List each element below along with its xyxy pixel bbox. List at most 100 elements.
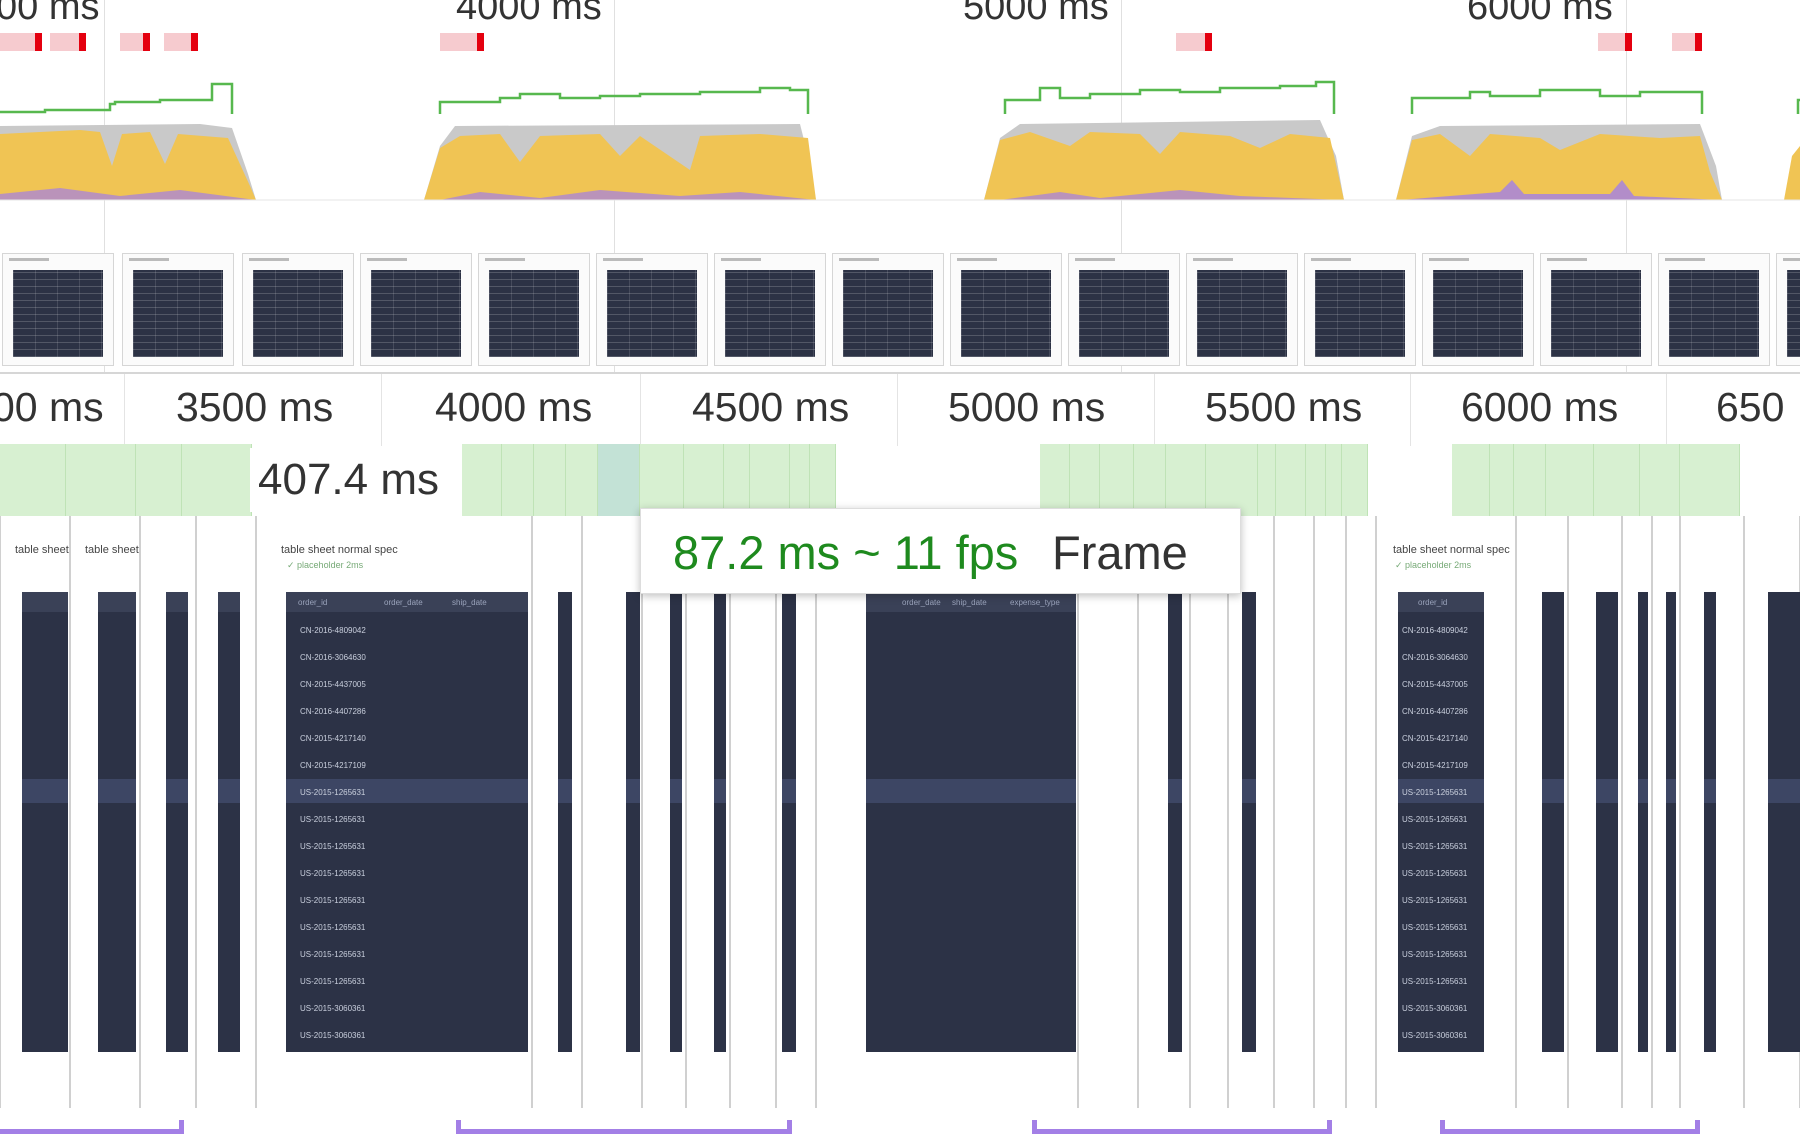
frame-bar[interactable] [1680, 444, 1740, 516]
column-header: order_date [902, 598, 941, 607]
frame-bar[interactable] [750, 444, 790, 516]
frame-bar[interactable] [724, 444, 750, 516]
overview-time-label: 4000 ms [456, 0, 602, 28]
frame-bar[interactable] [1546, 444, 1594, 516]
interaction-scroll[interactable] [0, 1120, 184, 1134]
frame-bar[interactable] [640, 444, 684, 516]
frame-bar[interactable] [566, 444, 598, 516]
ruler-label: 3500 ms [176, 384, 334, 430]
frame-bar[interactable] [1070, 444, 1100, 516]
overview-time-label: 5000 ms [963, 0, 1109, 28]
table-preview [218, 592, 240, 1052]
frame-bar[interactable] [790, 444, 810, 516]
filmstrip-thumbnail[interactable] [1540, 253, 1652, 366]
filmstrip-thumbnail[interactable] [478, 253, 590, 366]
frame-screenshot[interactable] [1314, 516, 1346, 1108]
frame-bar[interactable] [1040, 444, 1070, 516]
filmstrip-thumbnail[interactable] [2, 253, 114, 366]
frame-bar[interactable] [1640, 444, 1680, 516]
long-task-marker[interactable] [164, 33, 198, 51]
ruler-label: 6000 ms [1461, 384, 1619, 430]
frame-screenshot[interactable] [1078, 516, 1138, 1108]
frame-bar[interactable] [1206, 444, 1258, 516]
filmstrip-thumbnail[interactable] [714, 253, 826, 366]
table-cell: US-2015-1265631 [1402, 842, 1468, 851]
frame-bar[interactable] [502, 444, 534, 516]
filmstrip-thumbnail[interactable] [242, 253, 354, 366]
long-task-marker[interactable] [1598, 33, 1632, 51]
long-task-marker[interactable] [440, 33, 484, 51]
long-task-marker[interactable] [1672, 33, 1702, 51]
frame-bar[interactable] [136, 444, 182, 516]
filmstrip-thumbnail[interactable] [1304, 253, 1416, 366]
long-task-marker[interactable] [120, 33, 150, 51]
frame-title: table sheet [85, 544, 139, 556]
interaction-scroll[interactable] [456, 1120, 792, 1134]
table-cell: CN-2015-4437005 [300, 680, 366, 689]
filmstrip-thumbnail[interactable] [122, 253, 234, 366]
frame-screenshot[interactable] [1190, 516, 1228, 1108]
frame-bar[interactable] [534, 444, 566, 516]
ruler-label: 4000 ms [435, 384, 593, 430]
long-task-marker[interactable] [0, 33, 42, 51]
frame-title: table sheet [15, 544, 69, 556]
table-preview [1638, 592, 1648, 1052]
frame-screenshot[interactable] [532, 516, 582, 1108]
filmstrip-thumbnail[interactable] [1186, 253, 1298, 366]
frame-bar[interactable] [1306, 444, 1326, 516]
column-header: order_id [298, 598, 328, 607]
ruler-tick [1666, 374, 1667, 446]
ruler-tick [640, 374, 641, 446]
table-preview [558, 592, 572, 1052]
filmstrip-thumbnail[interactable] [1422, 253, 1534, 366]
frame-bar[interactable] [1326, 444, 1342, 516]
frame-bar[interactable] [1100, 444, 1134, 516]
filmstrip-thumbnail[interactable] [832, 253, 944, 366]
frame-bar[interactable] [1514, 444, 1546, 516]
table-preview [714, 592, 726, 1052]
filmstrip-thumbnail[interactable] [1068, 253, 1180, 366]
frame-bar[interactable] [1594, 444, 1640, 516]
table-cell: US-2015-1265631 [1402, 950, 1468, 959]
frame-bar[interactable] [810, 444, 836, 516]
frame-bar[interactable] [462, 444, 502, 516]
table-cell: CN-2016-4809042 [1402, 626, 1468, 635]
long-task-marker[interactable] [50, 33, 86, 51]
table-cell: US-2015-1265631 [300, 815, 366, 824]
interaction-scroll[interactable] [1032, 1120, 1332, 1134]
table-preview [1542, 592, 1564, 1052]
long-task-marker[interactable] [1176, 33, 1212, 51]
overview-time-label: 6000 ms [1467, 0, 1613, 28]
time-ruler[interactable]: 00 ms 3500 ms 4000 ms 4500 ms 5000 ms 55… [0, 372, 1800, 446]
filmstrip-thumbnail[interactable] [596, 253, 708, 366]
interaction-label: Scroll [1050, 1134, 1160, 1146]
filmstrip-thumbnail[interactable] [1658, 253, 1770, 366]
table-cell: US-2015-1265631 [300, 950, 366, 959]
frame-screenshot[interactable] [1346, 516, 1376, 1108]
fps-cpu-chart [0, 80, 1800, 201]
frame-screenshot[interactable] [1274, 516, 1314, 1108]
ruler-label: 5000 ms [948, 384, 1106, 430]
frame-bar[interactable] [684, 444, 724, 516]
frame-title: table sheet normal spec [1393, 544, 1510, 556]
filmstrip-thumbnail[interactable] [950, 253, 1062, 366]
timeline-overview[interactable]: 00 ms 4000 ms 5000 ms 6000 ms [0, 0, 1800, 372]
frame-bar[interactable] [1134, 444, 1166, 516]
frame-bar[interactable] [1452, 444, 1490, 516]
filmstrip-thumbnail[interactable] [1776, 253, 1800, 366]
frame-bar[interactable] [1342, 444, 1368, 516]
interaction-scroll[interactable] [1440, 1120, 1700, 1134]
frame-bar[interactable] [1166, 444, 1206, 516]
frame-screenshot[interactable] [1138, 516, 1190, 1108]
table-preview [1242, 592, 1256, 1052]
filmstrip-thumbnail[interactable] [360, 253, 472, 366]
frame-screenshot[interactable] [730, 516, 776, 1108]
table-preview [1596, 592, 1618, 1052]
frame-bar[interactable] [182, 444, 252, 516]
frame-bar[interactable] [66, 444, 136, 516]
frame-bar[interactable] [1276, 444, 1306, 516]
frame-bar[interactable] [1258, 444, 1276, 516]
frame-bar[interactable] [0, 444, 66, 516]
frame-bar[interactable] [1490, 444, 1514, 516]
frame-bar-selected[interactable] [598, 444, 640, 516]
